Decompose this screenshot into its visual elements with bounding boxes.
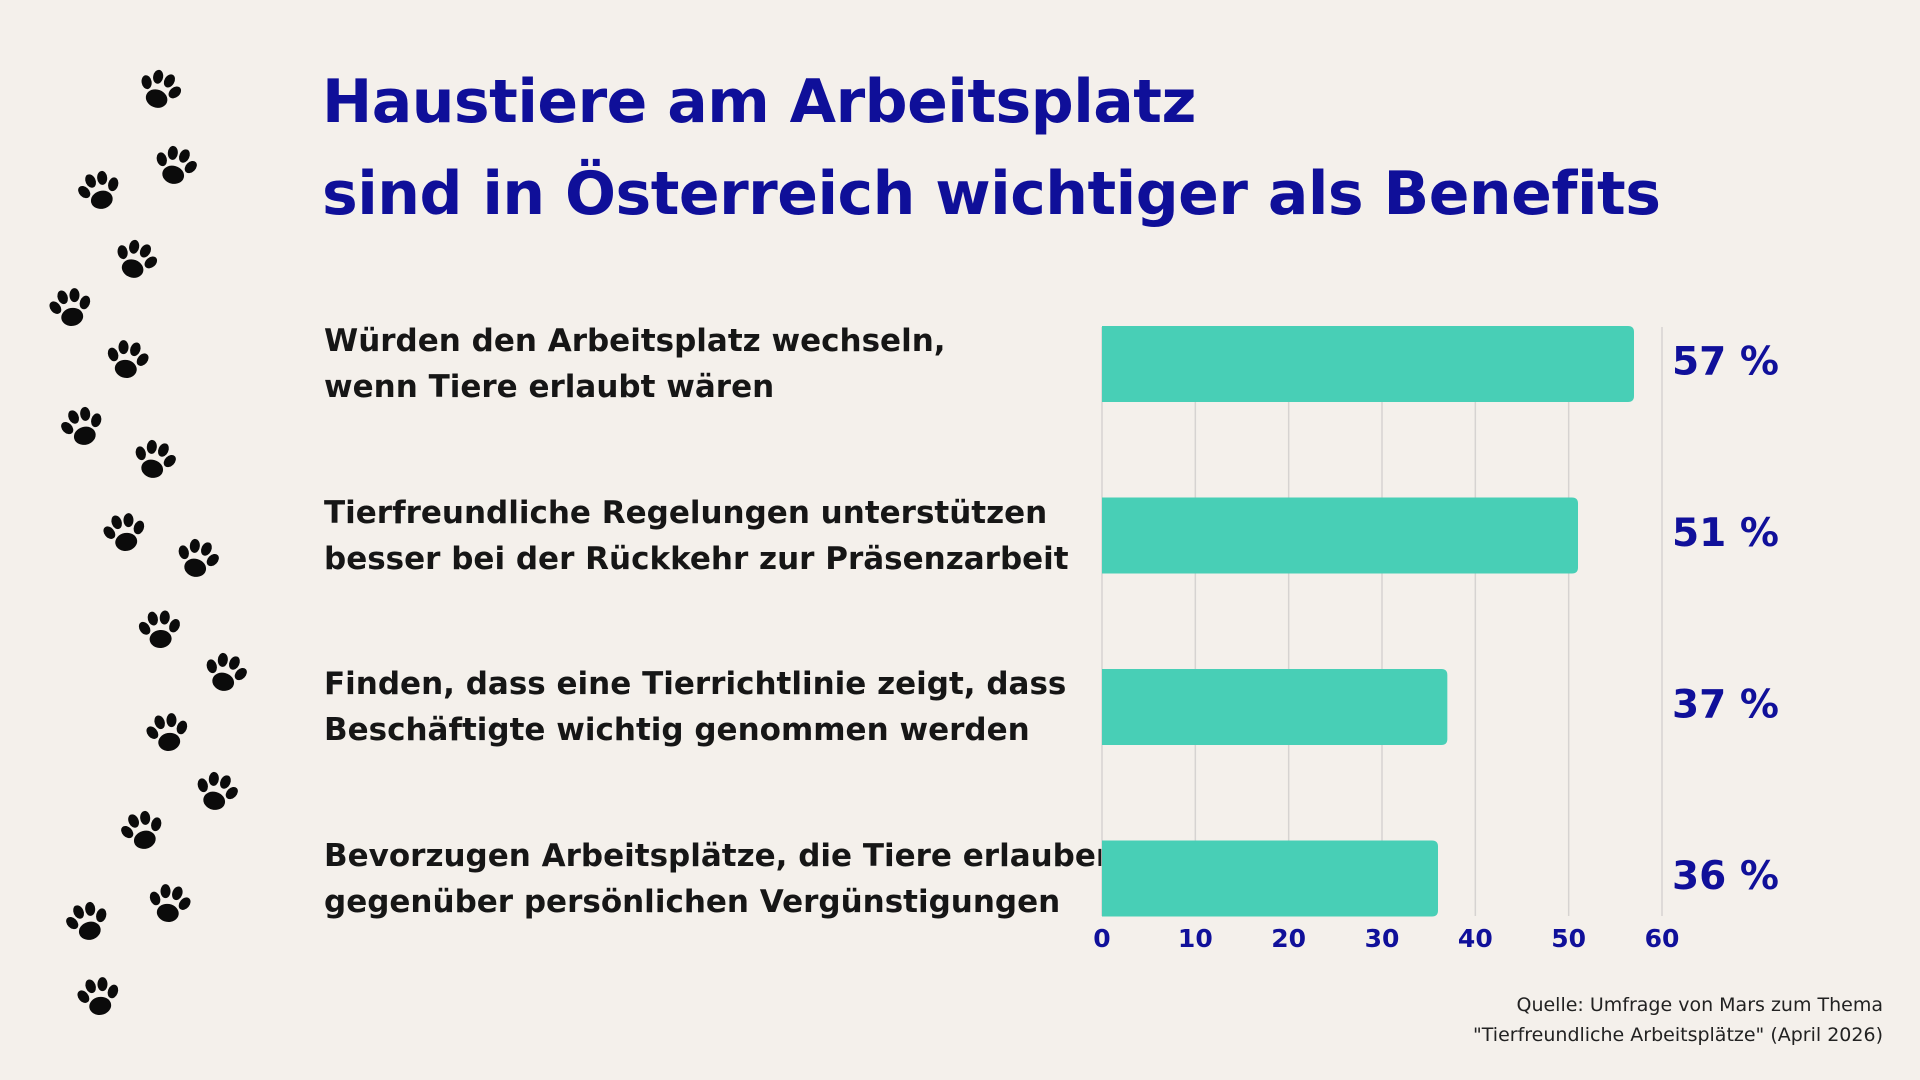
bar (1102, 326, 1634, 402)
bar (1102, 669, 1448, 745)
source-note: Quelle: Umfrage von Mars zum Thema "Tier… (1473, 994, 1883, 1046)
bar (1102, 497, 1578, 574)
x-tick-label: 0 (1093, 924, 1110, 953)
category-label: Finden, dass eine Tierrichtlinie zeigt, … (324, 666, 1067, 748)
value-label: 51 % (1672, 511, 1779, 556)
x-tick-label: 20 (1271, 924, 1306, 953)
x-tick-label: 40 (1458, 924, 1493, 953)
x-tick-label: 50 (1551, 924, 1586, 953)
x-tick-label: 30 (1365, 924, 1400, 953)
x-tick-label: 60 (1645, 924, 1680, 953)
x-tick-label: 10 (1178, 924, 1213, 953)
category-label: Würden den Arbeitsplatz wechseln, wenn T… (324, 323, 946, 405)
chart-title: Haustiere am Arbeitsplatz sind in Österr… (322, 67, 1661, 229)
bar (1102, 840, 1438, 917)
value-label: 36 % (1672, 854, 1779, 899)
value-label: 37 % (1672, 683, 1779, 728)
category-label: Tierfreundliche Regelungen unterstützen … (324, 494, 1069, 577)
value-label: 57 % (1672, 340, 1779, 385)
